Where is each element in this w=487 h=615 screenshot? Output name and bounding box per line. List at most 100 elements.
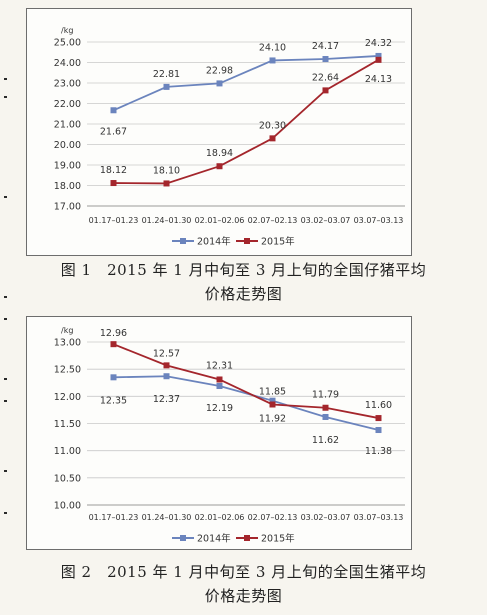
data-label: 11.62: [312, 435, 339, 446]
x-tick-label: 01.17–01.23: [89, 513, 139, 522]
data-point: [110, 107, 117, 114]
y-tick-label: 10.50: [54, 473, 81, 484]
data-label: 11.60: [365, 400, 392, 411]
data-point: [216, 80, 223, 87]
y-tick-label: 12.00: [54, 392, 81, 403]
data-point: [375, 415, 382, 422]
y-tick-label: 22.00: [54, 99, 81, 110]
data-point: [269, 401, 276, 408]
data-point: [269, 135, 276, 142]
data-point: [110, 180, 117, 187]
x-tick-label: 02.01–02.06: [195, 513, 245, 522]
y-tick-label: 25.00: [54, 38, 81, 49]
y-tick-label: 11.50: [54, 419, 81, 430]
scan-mark: [4, 96, 7, 98]
x-tick-label: 02.01–02.06: [195, 216, 245, 225]
y-tick-label: 19.00: [54, 161, 81, 172]
y-tick-label: 21.00: [54, 120, 81, 131]
figure-2-caption: 图 2 2015 年 1 月中旬至 3 月上旬的全国生猪平均价格走势图: [0, 560, 487, 608]
piglet-price-chart: /kg 25.00 24.00 23.00 22.00 21.00 20.00 19.00 18…: [26, 8, 412, 256]
data-label: 11.38: [365, 446, 392, 457]
y-tick-label: 17.00: [54, 202, 81, 213]
figure-2-caption-text: 图 2 2015 年 1 月中旬至 3 月上旬的全国生猪平均价格走势图: [60, 563, 427, 605]
data-label: 12.57: [153, 348, 180, 359]
legend-label: 2014年: [197, 236, 231, 248]
legend-label: 2015年: [261, 533, 295, 545]
x-tick-label: 03.07–03.13: [354, 216, 404, 225]
data-label: 22.98: [206, 65, 233, 76]
data-point: [163, 362, 170, 369]
x-tick-label: 03.07–03.13: [354, 513, 404, 522]
data-label: 18.94: [206, 148, 233, 159]
data-label: 11.79: [312, 390, 339, 401]
scan-mark: [4, 318, 7, 320]
data-label: 21.67: [100, 126, 127, 137]
legend-marker: [180, 238, 186, 244]
data-label: 24.17: [312, 41, 339, 52]
data-label: 12.96: [100, 328, 127, 339]
scan-mark: [4, 296, 7, 298]
scan-mark: [4, 400, 7, 402]
series-line-2014: [113, 55, 379, 112]
x-tick-label: 01.24–01.30: [142, 216, 192, 225]
figure-1-caption-text: 图 1 2015 年 1 月中旬至 3 月上旬的全国仔猪平均价格走势图: [60, 261, 427, 303]
y-tick-label: 12.50: [54, 365, 81, 376]
data-point: [322, 404, 329, 411]
data-label: 12.31: [206, 360, 233, 371]
legend-label: 2014年: [197, 533, 231, 545]
data-label: 24.10: [259, 42, 286, 53]
data-point: [375, 56, 382, 63]
data-label: 18.12: [100, 165, 127, 176]
y-tick-label: 13.00: [54, 338, 81, 349]
data-point: [110, 374, 117, 381]
y-tick-label: 10.00: [54, 501, 81, 512]
data-label: 22.81: [153, 69, 180, 80]
data-point: [163, 180, 170, 187]
legend-label: 2015年: [261, 236, 295, 248]
series-line-2015: [113, 343, 379, 419]
x-tick-label: 03.02–03.07: [301, 216, 351, 225]
data-point: [216, 376, 223, 383]
data-point: [110, 341, 117, 348]
x-tick-label: 02.07–02.13: [248, 513, 298, 522]
data-point: [322, 413, 329, 420]
hog-price-chart-svg: /kg 13.00 12.50 12.00 11.50 11.00 10.50 10.00 01…: [54, 326, 405, 545]
series-line-2015: [113, 59, 379, 185]
data-point: [269, 397, 276, 404]
x-tick-label: 01.17–01.23: [89, 216, 139, 225]
y-tick-label: 24.00: [54, 58, 81, 69]
x-tick-label: 02.07–02.13: [248, 216, 298, 225]
data-label: 20.30: [259, 120, 286, 131]
data-label: 22.64: [312, 72, 339, 83]
data-point: [216, 163, 223, 170]
scan-mark: [4, 470, 7, 472]
data-label: 11.85: [259, 386, 286, 397]
data-point: [269, 57, 276, 64]
y-tick-label: 23.00: [54, 79, 81, 90]
data-point: [163, 83, 170, 90]
unit-label: /kg: [61, 326, 73, 335]
scan-mark: [4, 512, 7, 514]
piglet-price-chart-svg: /kg 25.00 24.00 23.00 22.00 21.00 20.00 19.00 18…: [54, 26, 405, 248]
legend-marker: [244, 535, 250, 541]
data-point: [322, 87, 329, 94]
data-point: [375, 427, 382, 434]
scan-mark: [4, 78, 7, 80]
scan-mark: [4, 378, 7, 380]
x-tick-label: 01.24–01.30: [142, 513, 192, 522]
data-label: 11.92: [259, 414, 286, 425]
data-label: 12.19: [206, 403, 233, 414]
data-label: 12.35: [100, 395, 127, 406]
y-tick-label: 11.00: [54, 446, 81, 457]
hog-price-chart: /kg 13.00 12.50 12.00 11.50 11.00 10.50 10.00 01…: [26, 316, 412, 550]
data-point: [375, 52, 382, 59]
data-point: [322, 56, 329, 63]
data-label: 24.13: [365, 74, 392, 85]
figure-1-caption: 图 1 2015 年 1 月中旬至 3 月上旬的全国仔猪平均价格走势图: [0, 258, 487, 306]
scan-mark: [4, 196, 7, 198]
data-label: 12.37: [153, 394, 180, 405]
x-tick-label: 03.02–03.07: [301, 513, 351, 522]
legend-marker: [244, 238, 250, 244]
y-tick-label: 20.00: [54, 140, 81, 151]
data-label: 24.32: [365, 38, 392, 49]
